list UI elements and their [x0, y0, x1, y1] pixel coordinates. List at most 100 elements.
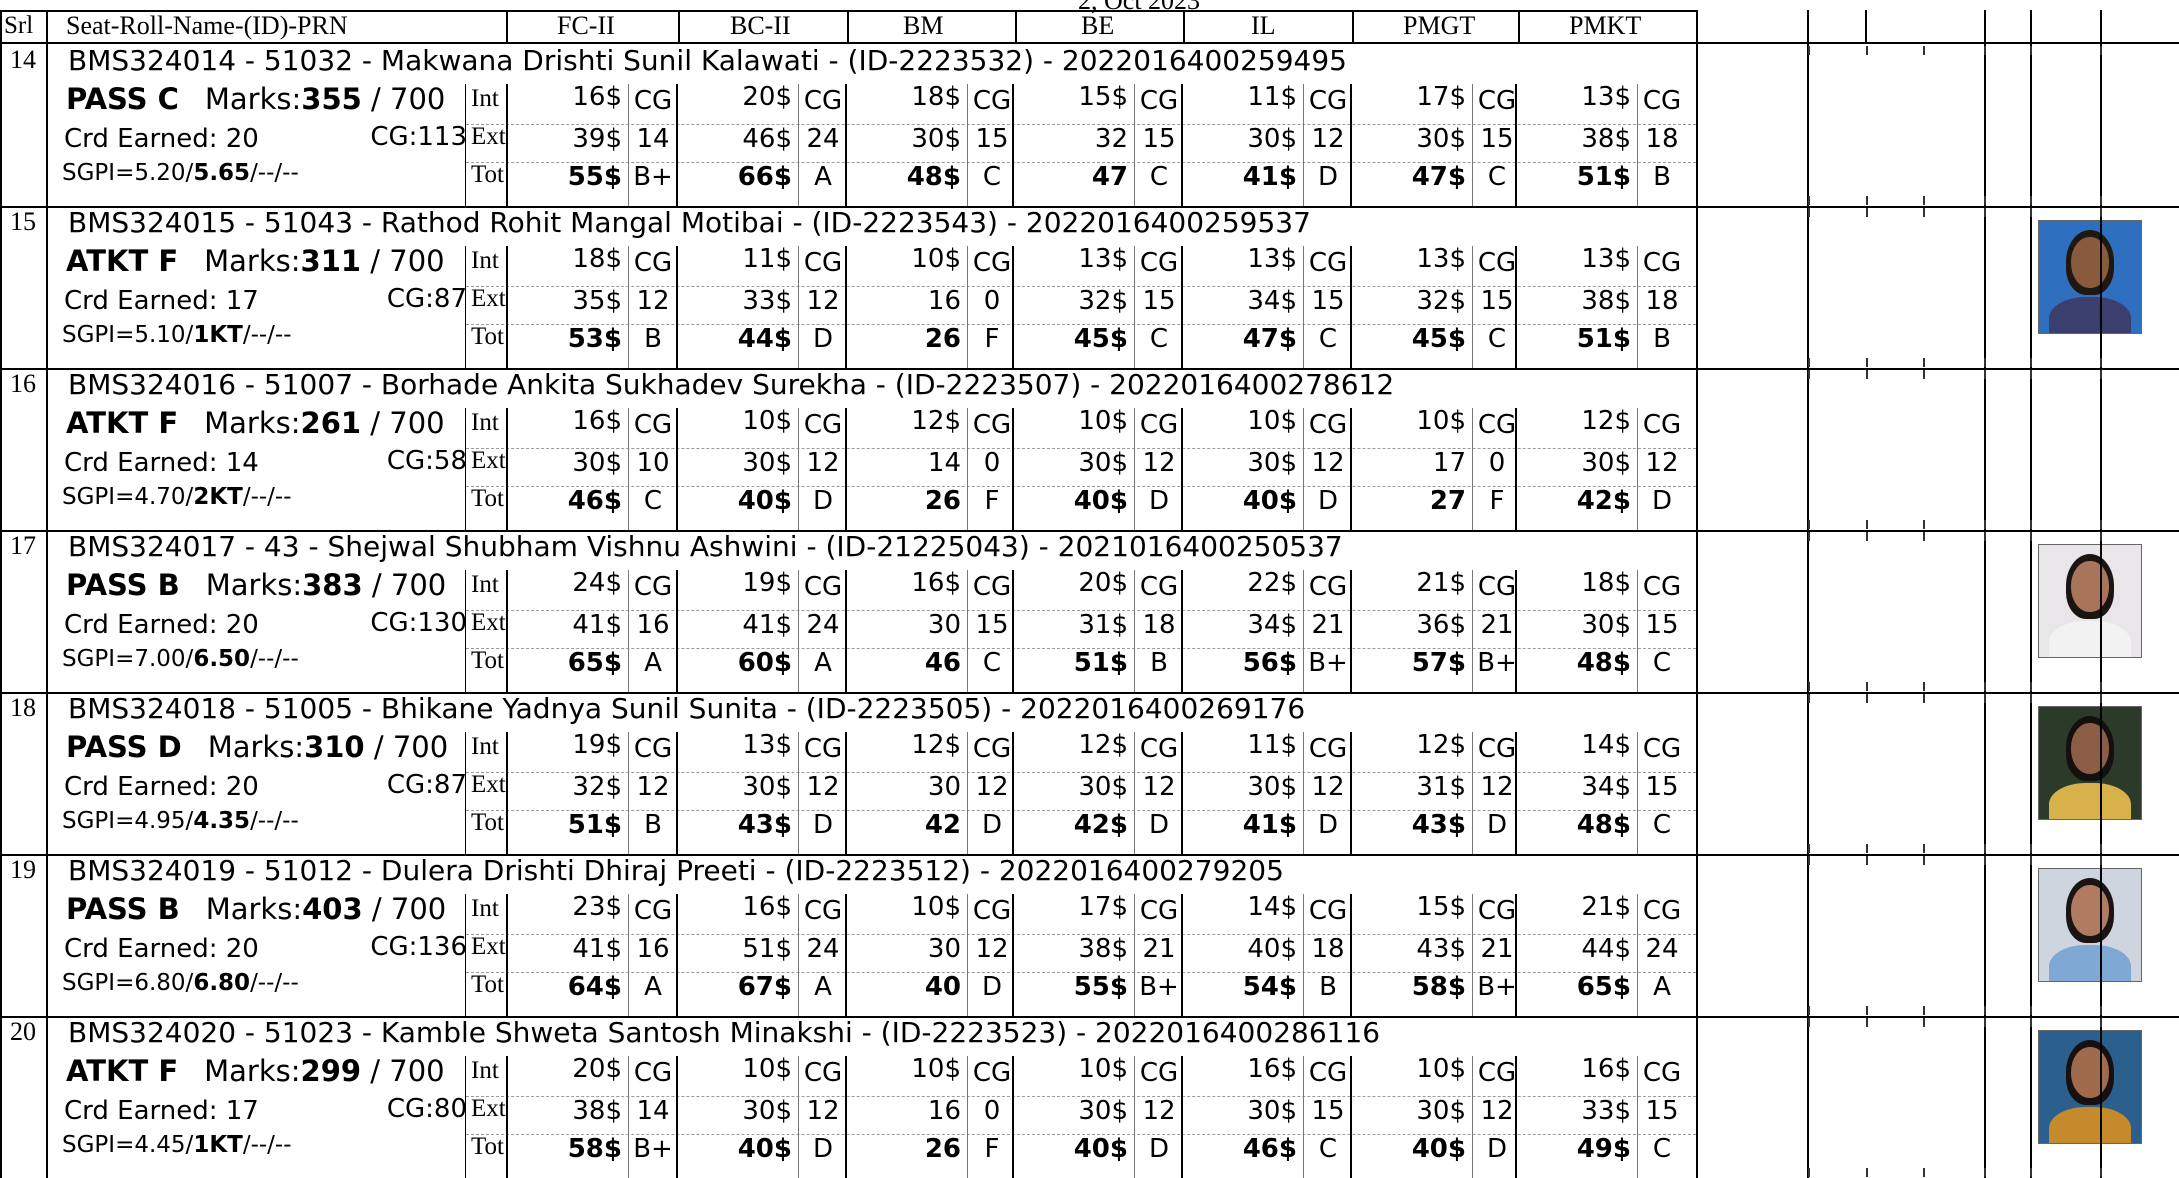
grade-ext: 12 — [1480, 1096, 1514, 1126]
mark-ext: 32$ — [1416, 286, 1466, 316]
mark-type-label-tot: Tot — [471, 809, 504, 836]
grade-tot: C — [1149, 162, 1169, 192]
row-tick — [1808, 358, 1810, 367]
mark-int: 19$ — [742, 568, 792, 598]
column-divider — [2030, 42, 2032, 1178]
mark-ext: 46$ — [742, 124, 792, 154]
row-tick — [2100, 196, 2102, 205]
grade-ext: 0 — [1488, 448, 1506, 478]
grade-int: CG — [1139, 896, 1179, 926]
mark-tot: 45$ — [1073, 324, 1128, 354]
serial-number: 18 — [10, 693, 36, 722]
row-tick — [2030, 208, 2032, 217]
grade-divider — [1472, 84, 1473, 206]
row-tick — [1866, 370, 1868, 379]
subject-divider — [1350, 408, 1352, 530]
mark-ext: 33$ — [1581, 1096, 1631, 1126]
student-header: Seat-Roll-Name-(ID)-PRN — [66, 11, 348, 40]
grade-int: CG — [972, 896, 1012, 926]
sgpi-suffix: /--/-- — [242, 322, 292, 348]
sgpi-line: SGPI=5.20/5.65/--/-- — [62, 158, 299, 188]
grade-ext: 15 — [1311, 1096, 1345, 1126]
row-separator — [0, 368, 2179, 370]
header-divider — [1865, 10, 1867, 42]
mark-tot: 46$ — [1242, 1134, 1297, 1164]
grade-int: CG — [972, 410, 1012, 440]
mark-tot: 44$ — [737, 324, 792, 354]
subject-divider — [1515, 84, 1517, 206]
result-line: PASS B Marks:383 / 700 — [66, 568, 446, 602]
grade-tot: A — [814, 648, 832, 678]
mark-int: 13$ — [742, 730, 792, 760]
mark-ext: 34$ — [1247, 286, 1297, 316]
mark-ext: 41$ — [742, 610, 792, 640]
marks-total: 355 — [301, 82, 362, 116]
mark-int: 24$ — [572, 568, 622, 598]
row-tick — [2030, 358, 2032, 367]
row-tick — [1984, 532, 1986, 541]
mark-int: 15$ — [1416, 892, 1466, 922]
grade-int: CG — [1139, 572, 1179, 602]
subject-divider — [506, 1056, 508, 1178]
mark-ext: 30$ — [742, 448, 792, 478]
mark-int: 16$ — [742, 892, 792, 922]
mark-tot: 46$ — [567, 486, 622, 516]
subject-divider — [1515, 246, 1517, 368]
grade-tot: B+ — [633, 162, 673, 192]
mark-tot: 41$ — [1242, 810, 1297, 840]
mark-ext: 44$ — [1581, 934, 1631, 964]
mark-ext: 30$ — [742, 772, 792, 802]
marks-total: 311 — [300, 244, 362, 278]
row-tick — [1866, 532, 1868, 541]
subject-divider — [1350, 84, 1352, 206]
row-tick — [2030, 856, 2032, 865]
subject-divider — [506, 84, 508, 206]
grade-ext: 12 — [806, 448, 840, 478]
student-title: BMS324017 - 43 - Shejwal Shubham Vishnu … — [68, 530, 1343, 563]
mark-ext: 30$ — [1247, 448, 1297, 478]
subject-divider — [845, 84, 847, 206]
grade-divider — [1472, 570, 1473, 692]
column-divider — [1984, 42, 1986, 1178]
marks-out-of: / 700 — [361, 244, 445, 278]
mark-tot: 27 — [1429, 486, 1466, 516]
student-photo — [2038, 220, 2142, 334]
grade-divider — [1303, 894, 1304, 1016]
grade-ext: 15 — [1311, 286, 1345, 316]
subject-divider — [845, 732, 847, 854]
photo-body — [2049, 1107, 2131, 1143]
row-tick — [1984, 370, 1986, 379]
mark-int: 20$ — [572, 1054, 622, 1084]
mark-type-label-int: Int — [471, 247, 499, 274]
mark-ext: 30$ — [1078, 772, 1128, 802]
row-dash-line — [466, 610, 1696, 611]
subject-divider — [1012, 1056, 1014, 1178]
mark-int: 10$ — [1078, 1054, 1128, 1084]
grade-tot: C — [1149, 324, 1169, 354]
mark-ext: 16 — [927, 1096, 961, 1126]
mark-int: 18$ — [572, 244, 622, 274]
grade-tot: A — [814, 162, 832, 192]
mark-tot: 42$ — [1073, 810, 1128, 840]
mark-int: 22$ — [1247, 568, 1297, 598]
subject-divider — [506, 246, 508, 368]
row-tick — [1984, 1168, 1986, 1177]
result-line: ATKT F Marks:311 / 700 — [66, 244, 445, 278]
subject-divider — [845, 894, 847, 1016]
subject-header-pmgt: PMGT — [1403, 11, 1476, 40]
label-column-line — [465, 408, 466, 530]
mark-tot: 48$ — [906, 162, 961, 192]
grade-tot: F — [984, 486, 1000, 516]
row-tick — [1866, 694, 1868, 703]
sgpi-suffix: /--/-- — [250, 160, 299, 186]
subject-divider — [1181, 1056, 1183, 1178]
row-dash-line — [466, 486, 1696, 487]
result-line: PASS D Marks:310 / 700 — [66, 730, 448, 764]
mark-tot: 26 — [924, 1134, 961, 1164]
row-tick — [1866, 1006, 1868, 1015]
grade-int: CG — [803, 572, 843, 602]
row-dash-line — [466, 810, 1696, 811]
subject-header-fc2: FC-II — [557, 11, 615, 40]
sgpi-prefix: SGPI=7.00/ — [62, 646, 194, 672]
grade-ext: 12 — [1480, 772, 1514, 802]
